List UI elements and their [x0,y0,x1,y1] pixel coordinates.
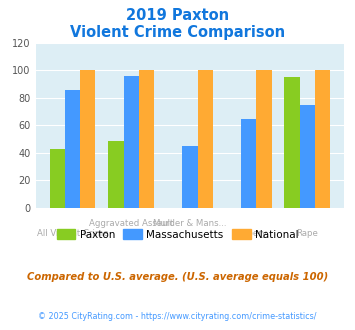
Bar [124,76,139,208]
Bar [65,90,80,208]
Text: All Violent Crime: All Violent Crime [37,228,108,238]
Bar [108,141,124,208]
Bar [198,70,213,208]
Text: Aggravated Assault: Aggravated Assault [89,219,173,228]
Bar [315,70,330,208]
Bar [256,70,272,208]
Bar [241,118,256,208]
Text: Murder & Mans...: Murder & Mans... [153,219,227,228]
Text: Compared to U.S. average. (U.S. average equals 100): Compared to U.S. average. (U.S. average … [27,272,328,282]
Bar [182,146,198,208]
Bar [50,149,65,208]
Text: © 2025 CityRating.com - https://www.cityrating.com/crime-statistics/: © 2025 CityRating.com - https://www.city… [38,312,317,321]
Bar [139,70,154,208]
Legend: Paxton, Massachusetts, National: Paxton, Massachusetts, National [53,225,302,244]
Bar [284,77,300,208]
Text: 2019 Paxton: 2019 Paxton [126,8,229,23]
Text: Violent Crime Comparison: Violent Crime Comparison [70,25,285,40]
Text: Rape: Rape [296,228,318,238]
Bar [80,70,95,208]
Text: Robbery: Robbery [231,228,267,238]
Bar [300,105,315,208]
